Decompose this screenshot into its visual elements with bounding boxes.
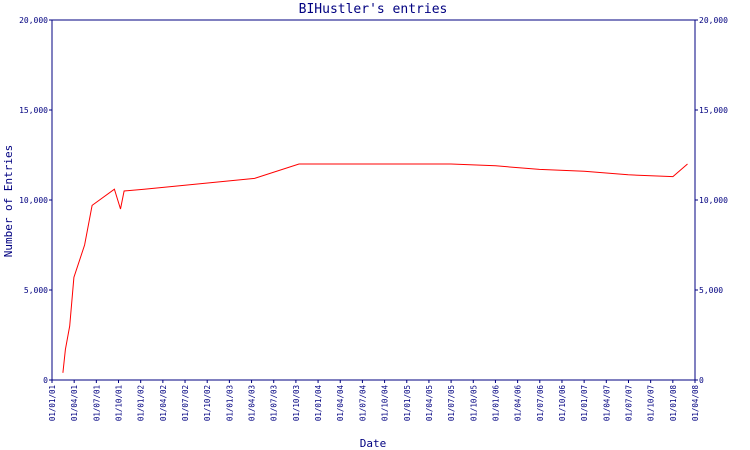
x-tick-label: 01/04/03 <box>248 385 257 421</box>
y-axis-left: 0 5,000 10,000 15,000 20,000 <box>19 16 52 385</box>
x-tick-label: 01/10/07 <box>647 385 656 421</box>
y-tick-label-right: 20,000 <box>699 16 728 25</box>
x-tick-label: 01/04/02 <box>159 385 168 421</box>
x-tick-label: 01/04/05 <box>425 385 434 421</box>
x-tick-label: 01/01/08 <box>669 385 678 422</box>
x-tick-label: 01/01/02 <box>137 385 146 421</box>
x-tick-label: 01/04/08 <box>691 385 700 422</box>
x-tick-label: 01/04/01 <box>70 385 79 421</box>
x-tick-label: 01/01/07 <box>580 385 589 421</box>
x-tick-label: 01/01/06 <box>491 385 500 422</box>
x-axis-label: Date <box>360 437 387 450</box>
x-tick-label: 01/04/07 <box>602 385 611 421</box>
x-tick-label: 01/10/03 <box>292 385 301 421</box>
y-tick-label-left: 0 <box>43 376 48 385</box>
x-tick-label: 01/10/04 <box>381 385 390 422</box>
x-tick-label: 01/01/04 <box>314 385 323 422</box>
x-tick-label: 01/10/06 <box>558 385 567 422</box>
x-tick-label: 01/10/05 <box>469 385 478 421</box>
y-tick-label-left: 10,000 <box>19 196 48 205</box>
x-tick-label: 01/07/05 <box>447 385 456 421</box>
x-tick-label: 01/07/04 <box>358 385 367 422</box>
chart-title: BIHustler's entries <box>299 2 448 17</box>
series-line <box>62 163 688 373</box>
x-tick-label: 01/10/02 <box>203 385 212 421</box>
x-tick-label: 01/01/03 <box>225 385 234 421</box>
series-group <box>62 163 688 373</box>
x-tick-label: 01/01/05 <box>403 385 412 421</box>
x-tick-label: 01/07/03 <box>270 385 279 421</box>
x-tick-label: 01/04/04 <box>336 385 345 422</box>
y-axis-right: 0 5,000 10,000 15,000 20,000 <box>695 16 728 385</box>
y-tick-label-left: 15,000 <box>19 106 48 115</box>
x-tick-label: 01/07/06 <box>536 385 545 422</box>
x-tick-label: 01/07/07 <box>624 385 633 421</box>
x-tick-label: 01/01/01 <box>48 385 57 421</box>
y-tick-label-right: 10,000 <box>699 196 728 205</box>
y-tick-label-left: 5,000 <box>24 286 48 295</box>
x-tick-label: 01/04/06 <box>514 385 523 422</box>
y-tick-label-right: 0 <box>699 376 704 385</box>
y-tick-label-left: 20,000 <box>19 16 48 25</box>
y-tick-label-right: 5,000 <box>699 286 723 295</box>
x-tick-label: 01/07/01 <box>92 385 101 421</box>
plot-area <box>51 19 696 381</box>
y-axis-label: Number of Entries <box>2 145 15 258</box>
x-tick-label: 01/10/01 <box>115 385 124 421</box>
x-tick-label: 01/07/02 <box>181 385 190 421</box>
y-tick-label-right: 15,000 <box>699 106 728 115</box>
x-axis: 01/01/01 01/04/01 01/07/01 01/10/01 01/01/02… <box>48 380 700 421</box>
